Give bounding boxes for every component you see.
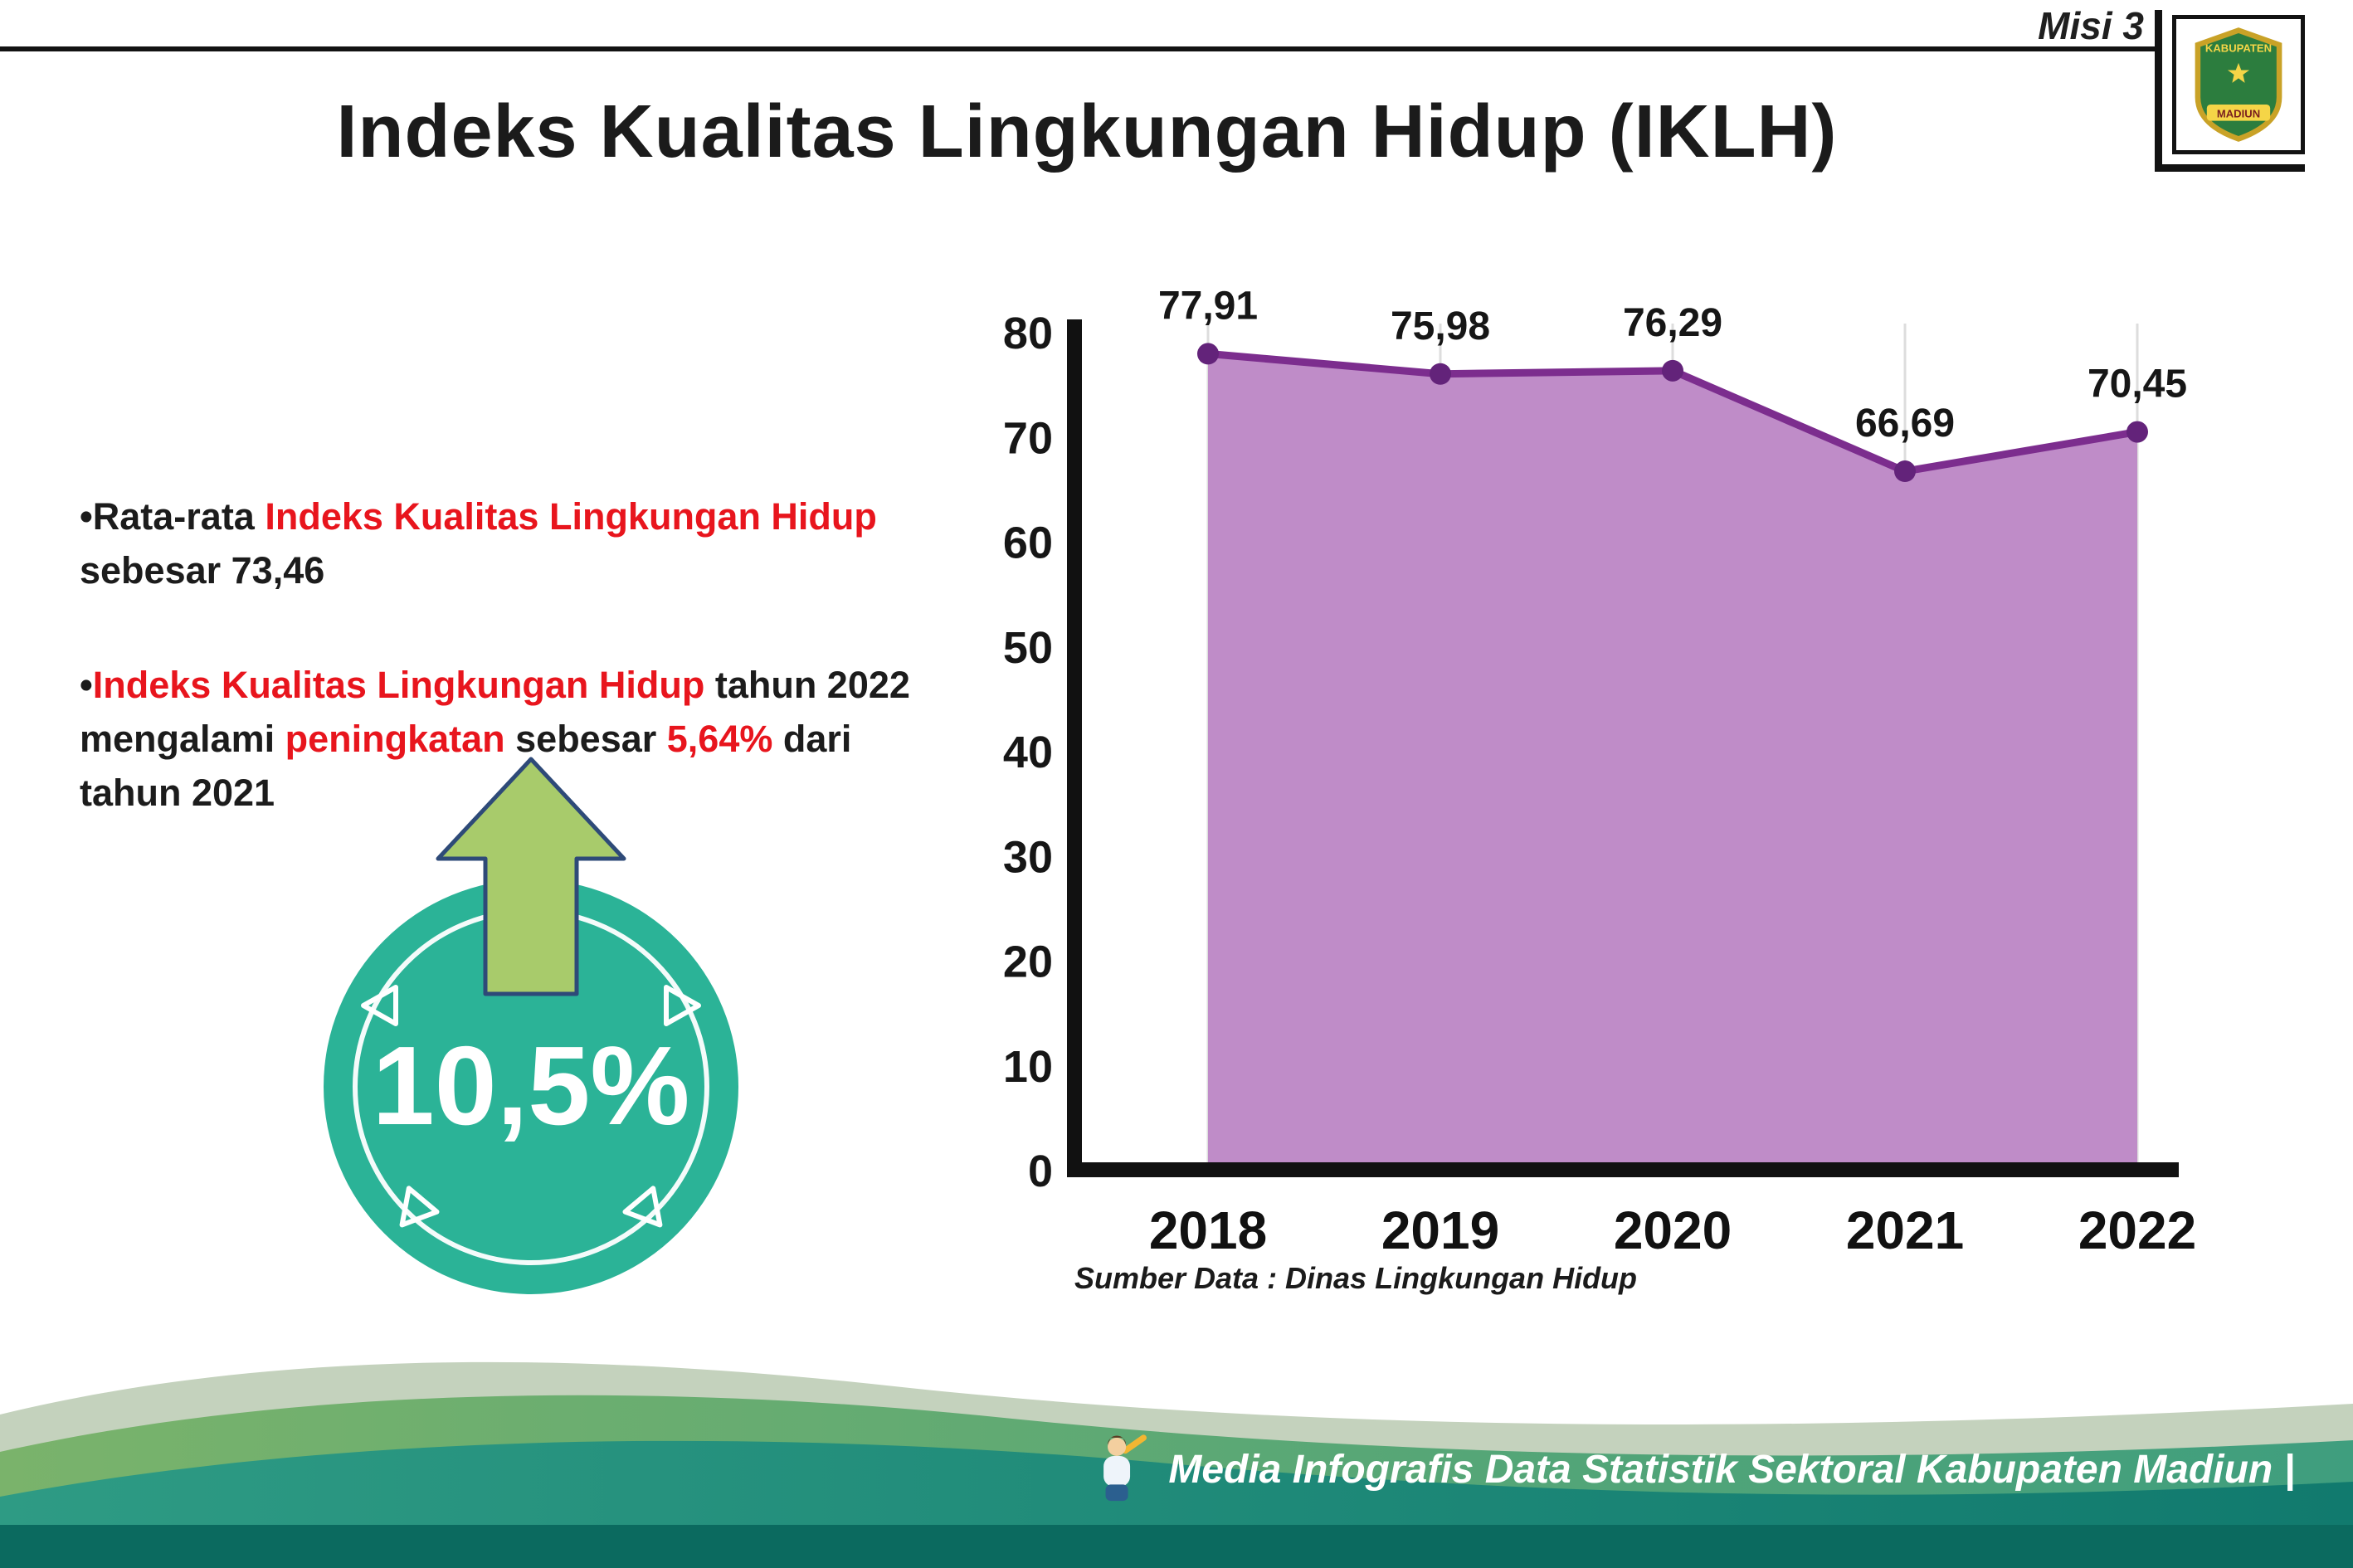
- misi-label: Misi 3: [2038, 4, 2144, 47]
- bullet-increase-2022: •Indeks Kualitas Lingkungan Hidup tahun …: [80, 663, 910, 815]
- svg-text:40: 40: [1003, 728, 1053, 777]
- crest-icon: KABUPATEN MADIUN: [2195, 27, 2282, 142]
- svg-text:60: 60: [1003, 519, 1053, 568]
- svg-text:2020: 2020: [1614, 1200, 1732, 1260]
- svg-text:2021: 2021: [1846, 1200, 1964, 1260]
- svg-text:2018: 2018: [1149, 1200, 1267, 1260]
- mascot-icon: [1103, 1434, 1147, 1502]
- svg-text:2022: 2022: [2078, 1200, 2195, 1260]
- badge-tick-marks: [361, 985, 701, 1228]
- logo-text-bottom: MADIUN: [2217, 107, 2260, 119]
- kabupaten-madiun-logo: KABUPATEN MADIUN: [2172, 15, 2305, 154]
- footer-credit: Media Infografis Data Statistik Sektoral…: [1090, 1434, 2295, 1505]
- footer-waves: [0, 1361, 2353, 1568]
- svg-text:66,69: 66,69: [1855, 402, 1955, 446]
- svg-text:30: 30: [1003, 832, 1053, 882]
- bullet-average-iklh: •Rata-rata Indeks Kualitas Lingkungan Hi…: [80, 495, 877, 592]
- svg-text:0: 0: [1028, 1147, 1053, 1196]
- logo-text-top: KABUPATEN: [2205, 42, 2272, 55]
- svg-text:70: 70: [1003, 413, 1053, 463]
- footer-strip: [0, 1525, 2353, 1568]
- svg-text:77,91: 77,91: [1158, 284, 1258, 328]
- header-divider-line: [0, 46, 2161, 51]
- summary-bullets: •Rata-rata Indeks Kualitas Lingkungan Hi…: [80, 489, 1075, 879]
- badge-value: 10,5%: [373, 1023, 690, 1148]
- svg-text:76,29: 76,29: [1623, 301, 1722, 345]
- svg-text:2019: 2019: [1381, 1200, 1499, 1260]
- page-title: Indeks Kualitas Lingkungan Hidup (IKLH): [336, 90, 1838, 173]
- iklh-chart: 77,91 75,98 76,29 66,69 70,45 0 10 20 30 40 50 60 70…: [1003, 284, 2195, 1260]
- footer-text: Media Infografis Data Statistik Sektoral…: [1168, 1447, 2295, 1492]
- svg-text:50: 50: [1003, 623, 1053, 673]
- badge-circle: [324, 879, 738, 1294]
- svg-text:20: 20: [1003, 937, 1053, 987]
- logo-corner-bracket: KABUPATEN MADIUN: [2155, 10, 2305, 172]
- svg-text:75,98: 75,98: [1391, 304, 1490, 348]
- source-note: Sumber Data : Dinas Lingkungan Hidup: [1074, 1261, 1638, 1295]
- increase-badge: 10,5%: [324, 757, 738, 1294]
- up-arrow-icon: [436, 757, 626, 996]
- svg-text:10: 10: [1003, 1042, 1053, 1092]
- svg-text:70,45: 70,45: [2087, 363, 2187, 407]
- svg-text:80: 80: [1003, 309, 1053, 358]
